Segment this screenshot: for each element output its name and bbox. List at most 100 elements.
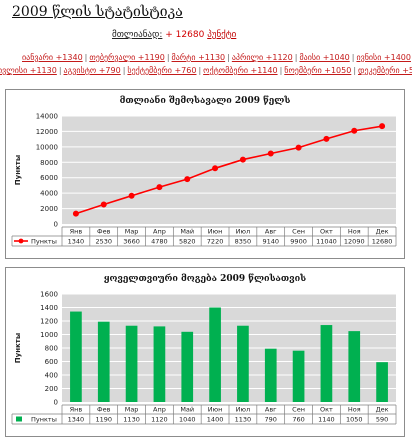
month-link[interactable]: მარტი +1130 [171, 53, 226, 62]
bar-chart-svg: 0 200 400 600 800 1000 1200 1400 1600 Пункты Янв 13… [11, 291, 397, 425]
legend-marker [18, 238, 24, 244]
page-title: 2009 წლის სტატისტიკა [12, 4, 183, 20]
data-point [184, 176, 191, 183]
table-value: 1400 [207, 416, 224, 424]
legend-label: Пункты [31, 238, 57, 246]
table-value: 9140 [262, 238, 279, 246]
y-tick-label: 200 [45, 385, 58, 393]
y-tick-label: 600 [45, 358, 58, 366]
month-link[interactable]: აპრილი +1120 [231, 53, 293, 62]
y-tick-label: 2000 [40, 205, 58, 213]
y-axis-label: Пункты [14, 333, 22, 363]
y-tick-label: 4000 [40, 190, 58, 198]
link-separator: | [353, 66, 357, 75]
table-value: 1040 [179, 416, 196, 424]
legend-swatch [16, 416, 22, 422]
month-link[interactable]: ოქტომბერი +1140 [203, 66, 278, 75]
month-link[interactable]: ივლისი +1130 [0, 66, 57, 75]
x-tick-label: Сен [292, 406, 305, 414]
link-separator: | [227, 53, 230, 62]
series-line [75, 125, 383, 215]
bar [237, 325, 249, 402]
table-value: 12090 [344, 238, 365, 246]
x-tick-label: Фев [97, 228, 111, 236]
bar [209, 307, 221, 402]
table-value: 1340 [68, 416, 85, 424]
x-tick-label: Авг [265, 406, 277, 414]
y-tick-label: 0 [54, 221, 58, 229]
month-link[interactable]: აგვისტო +790 [63, 66, 121, 75]
month-link[interactable]: თებერვალი +1190 [89, 53, 165, 62]
data-point [267, 150, 274, 157]
x-tick-label: Июл [236, 228, 251, 236]
x-tick-label: Мар [125, 228, 139, 236]
x-tick-label: Ноя [348, 406, 361, 414]
bar [125, 325, 138, 402]
month-link[interactable]: ნოემბერი +1050 [284, 66, 352, 75]
link-separator: | [351, 53, 355, 62]
chart-title: ყოველთვიური მოგება 2009 წლისათვის [103, 274, 307, 284]
data-point [239, 156, 246, 163]
y-tick-label: 1200 [40, 318, 58, 326]
table-value: 760 [292, 416, 304, 424]
x-tick-label: Окт [320, 228, 333, 236]
data-point [379, 123, 386, 130]
table-value: 790 [265, 416, 277, 424]
plot-area [62, 116, 396, 224]
link-separator: | [84, 53, 88, 62]
data-point [212, 165, 219, 172]
bar [153, 326, 166, 402]
x-tick-label: Июл [236, 406, 251, 414]
table-value: 1340 [68, 238, 85, 246]
month-link[interactable]: იანვარი +1340 [22, 53, 83, 62]
y-tick-label: 400 [45, 372, 58, 380]
x-tick-label: Дек [376, 228, 389, 236]
table-value: 1190 [95, 416, 112, 424]
table-value: 5820 [179, 238, 196, 246]
link-separator: | [166, 53, 170, 62]
data-point [295, 144, 302, 151]
month-link[interactable]: დეკემბერი +590 [358, 66, 412, 75]
bar [70, 311, 82, 402]
table-value: 9900 [290, 238, 307, 246]
table-value: 8350 [235, 238, 252, 246]
bar [320, 325, 333, 402]
table-value: 2530 [95, 238, 112, 246]
y-tick-label: 1000 [40, 331, 58, 339]
data-point [156, 184, 163, 191]
data-point [100, 201, 107, 208]
x-tick-label: Май [180, 406, 194, 414]
table-value: 590 [376, 416, 388, 424]
month-link[interactable]: სექტემბერი +760 [127, 66, 197, 75]
data-point [128, 192, 135, 199]
chart-title: მთლიანი შემოსავალი 2009 წელს [119, 96, 291, 106]
line-chart-svg: 0 2000 4000 6000 8000 10000 12000 14000 Пункты Ян… [11, 113, 397, 247]
table-value: 3660 [123, 238, 140, 246]
x-tick-label: Мар [125, 406, 139, 414]
month-link[interactable]: მაისი +1040 [299, 53, 350, 62]
x-tick-label: Янв [70, 228, 83, 236]
x-tick-label: Апр [153, 406, 166, 414]
x-tick-label: Авг [265, 228, 277, 236]
y-axis-label: Пункты [14, 155, 22, 185]
y-tick-label: 8000 [40, 159, 58, 167]
x-tick-label: Ноя [348, 228, 361, 236]
data-point [351, 127, 358, 134]
total-income-chart: მთლიანი შემოსავალი 2009 წელს 0 2000 4000 60… [5, 89, 405, 259]
month-link[interactable]: ივნისი +1400 [356, 53, 411, 62]
y-tick-label: 12000 [36, 128, 58, 136]
bar [264, 348, 277, 402]
total-label: მთლიანად: [112, 30, 163, 40]
month-links-row: ივლისი +1130 | აგვისტო +790 | სექტემბერი +76… [0, 64, 412, 77]
x-tick-label: Июн [208, 228, 223, 236]
bar [376, 362, 388, 402]
link-separator: | [279, 66, 283, 75]
x-tick-label: Янв [70, 406, 83, 414]
bar [292, 350, 305, 402]
month-links-row: იანვარი +1340 | თებერვალი +1190 | მარტი +113… [22, 51, 412, 64]
link-separator: | [58, 66, 62, 75]
total-summary: მთლიანად: + 12680 პუნქტი [112, 30, 236, 40]
data-point [323, 135, 330, 142]
table-value: 1130 [235, 416, 252, 424]
y-tick-label: 0 [54, 399, 58, 407]
